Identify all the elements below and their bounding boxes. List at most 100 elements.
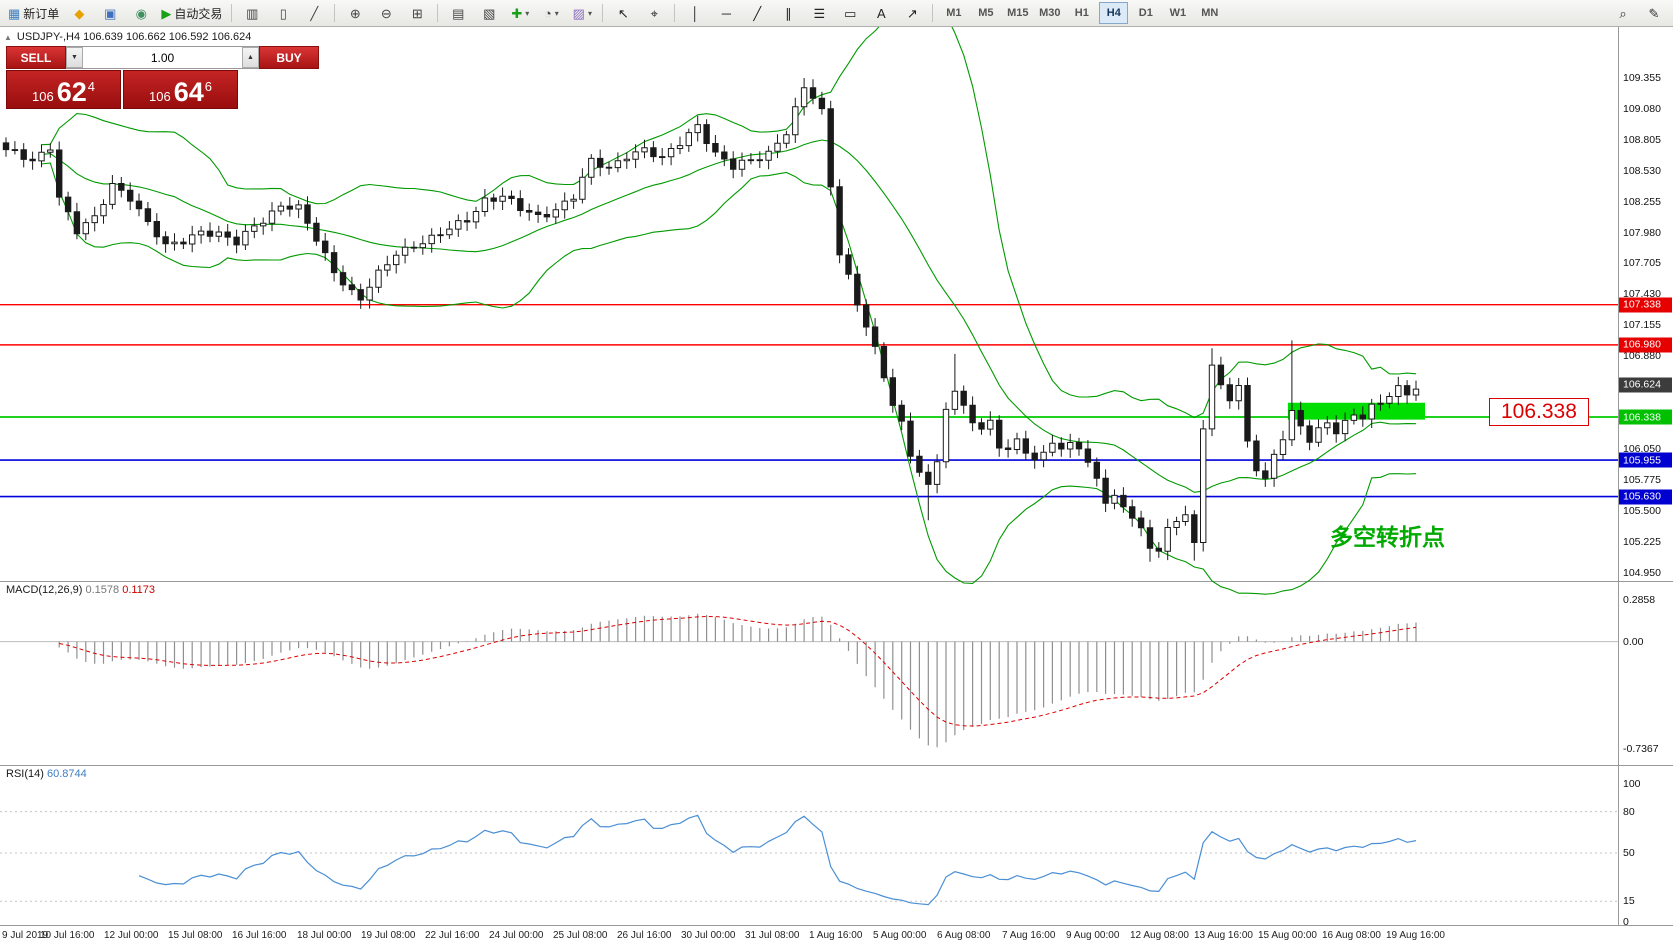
channel-button[interactable]: ∥ [773, 1, 803, 25]
zoom-out-icon: ⊖ [380, 5, 392, 21]
time-axis-label: 15 Jul 08:00 [168, 930, 223, 941]
mql-community-button[interactable]: ◆ [64, 1, 94, 25]
price-axis-label: 105.500 [1623, 505, 1661, 518]
timeframe-mn-button[interactable]: MN [1201, 7, 1219, 19]
volume-input[interactable] [83, 47, 242, 68]
time-axis-label: 12 Aug 08:00 [1130, 930, 1189, 941]
one-click-toggle-icon[interactable]: ▲ [4, 32, 12, 42]
bollinger-lower-band [41, 162, 1417, 595]
price-tag: 106.624 [1619, 377, 1672, 393]
arrow-tools-button[interactable]: ↗ [897, 1, 927, 25]
time-axis-label: 16 Aug 08:00 [1322, 930, 1381, 941]
shapes-icon: ▭ [844, 5, 857, 21]
cursor-button[interactable]: ↖ [608, 1, 638, 25]
time-axis-label: 1 Aug 16:00 [809, 930, 863, 941]
shapes-button[interactable]: ▭ [835, 1, 865, 25]
time-axis-label: 31 Jul 08:00 [745, 930, 800, 941]
quick-edit-button[interactable]: ✎ [1639, 1, 1669, 25]
arrange-charts-button[interactable]: ▤ [443, 1, 473, 25]
quick-search-button[interactable]: ⌕ [1608, 1, 1638, 25]
macd-axis-label: 0.2858 [1623, 594, 1656, 607]
toolbar-separator [334, 4, 336, 22]
timeframe-m15-button[interactable]: M15 [1007, 7, 1029, 19]
rsi-axis-label: 100 [1623, 778, 1641, 790]
data-window-button[interactable]: ◉ [126, 1, 156, 25]
time-axis-label: 22 Jul 16:00 [425, 930, 480, 941]
quick-search-icon: ⌕ [1619, 5, 1627, 21]
time-axis-label: 18 Jul 00:00 [297, 930, 352, 941]
buy-button[interactable]: BUY [259, 46, 319, 69]
new-order-icon: ▦ [8, 5, 21, 21]
timeframe-d1-button[interactable]: D1 [1138, 7, 1153, 19]
time-axis-label: 15 Aug 00:00 [1258, 930, 1317, 941]
line-chart-icon-icon: ╱ [310, 5, 319, 21]
timeframe-m1-button[interactable]: M1 [946, 7, 962, 19]
price-axis-label: 109.355 [1623, 72, 1661, 84]
price-axis-label: 108.255 [1623, 195, 1661, 208]
chevron-down-icon: ▾ [525, 8, 530, 18]
profiles-icon: ▣ [104, 5, 117, 21]
time-axis-label: 10 Jul 16:00 [40, 930, 95, 941]
tile-windows-button[interactable]: ⊞ [402, 1, 432, 25]
text-button[interactable]: A [866, 1, 896, 25]
macd-axis-label: -0.7367 [1623, 742, 1659, 755]
new-order-button[interactable]: ▦ 新订单 [4, 1, 63, 25]
sell-button[interactable]: SELL [6, 46, 66, 69]
templates-button[interactable]: ▨ ▾ [567, 1, 597, 25]
bar-chart-icon-button[interactable]: ▥ [237, 1, 267, 25]
price-callout-106338[interactable]: 106.338 [1489, 398, 1589, 426]
periods-icon: ◔ [543, 5, 552, 21]
price-axis-label: 107.980 [1623, 226, 1661, 239]
zoom-in-button[interactable]: ⊕ [340, 1, 370, 25]
periods-button[interactable]: ◔ ▾ [536, 1, 566, 25]
vertical-line-button[interactable]: │ [680, 1, 710, 25]
sell-price-button[interactable]: 106 62 4 [6, 70, 121, 109]
volume-increase-button[interactable]: ▲ [242, 47, 259, 68]
price-axis-label: 109.080 [1623, 102, 1661, 115]
pivot-annotation-text[interactable]: 多空转折点 [1330, 524, 1445, 550]
candle-chart-icon-button[interactable]: ▯ [268, 1, 298, 25]
price-tag: 106.338 [1619, 409, 1672, 425]
timeframe-w1-button[interactable]: W1 [1169, 7, 1187, 19]
autotrading-button[interactable]: ▶ 自动交易 [157, 1, 226, 25]
macd-axis-label: 0.00 [1623, 635, 1644, 648]
timeframe-m5-button[interactable]: M5 [978, 7, 994, 19]
price-axis-label: 104.950 [1623, 566, 1661, 579]
channel-icon: ∥ [785, 5, 792, 21]
timeframe-h1-button[interactable]: H1 [1074, 7, 1089, 19]
price-tag: 105.630 [1619, 489, 1672, 505]
timeframe-h4-button[interactable]: H4 [1099, 2, 1129, 24]
time-axis-label: 24 Jul 00:00 [489, 930, 544, 941]
price-axis-label: 107.705 [1623, 257, 1661, 270]
price-axis-label: 107.155 [1623, 319, 1661, 332]
arrow-tools-icon: ↗ [906, 5, 918, 21]
toolbar-separator [674, 4, 676, 22]
time-axis[interactable]: 9 Jul 2019 10 Jul 16:00 12 Jul 00:00 15 Jul… [0, 925, 1618, 949]
timeframe-m30-button[interactable]: M30 [1039, 7, 1061, 19]
data-window-icon: ◉ [135, 5, 147, 21]
highlight-rectangle[interactable] [1287, 402, 1426, 420]
fibonacci-icon: ☰ [813, 5, 826, 21]
time-axis-label: 19 Jul 08:00 [361, 930, 416, 941]
mql-community-icon: ◆ [74, 5, 85, 21]
time-axis-label: 19 Aug 16:00 [1386, 930, 1445, 941]
price-axis-label: 106.880 [1623, 350, 1661, 363]
zoom-out-button[interactable]: ⊖ [371, 1, 401, 25]
crosshair-button[interactable]: ⌖ [639, 1, 669, 25]
line-chart-icon-button[interactable]: ╱ [299, 1, 329, 25]
price-axis[interactable]: 109.355 109.080 108.805 108.530 108.255 107.9… [1618, 27, 1673, 928]
volume-box: ▼ ▲ [66, 46, 259, 69]
volume-decrease-button[interactable]: ▼ [66, 47, 83, 68]
time-axis-label: 13 Aug 16:00 [1194, 930, 1253, 941]
indicators-button[interactable]: ✚ ▾ [505, 1, 535, 25]
price-tag: 107.338 [1619, 297, 1672, 313]
price-axis-label: 108.805 [1623, 133, 1661, 146]
fibonacci-button[interactable]: ☰ [804, 1, 834, 25]
buy-price-button[interactable]: 106 64 6 [123, 70, 238, 109]
time-axis-label: 16 Jul 16:00 [232, 930, 287, 941]
profiles-button[interactable]: ▣ [95, 1, 125, 25]
horizontal-line-button[interactable]: ─ [711, 1, 741, 25]
trendline-button[interactable]: ╱ [742, 1, 772, 25]
cascade-charts-button[interactable]: ▧ [474, 1, 504, 25]
